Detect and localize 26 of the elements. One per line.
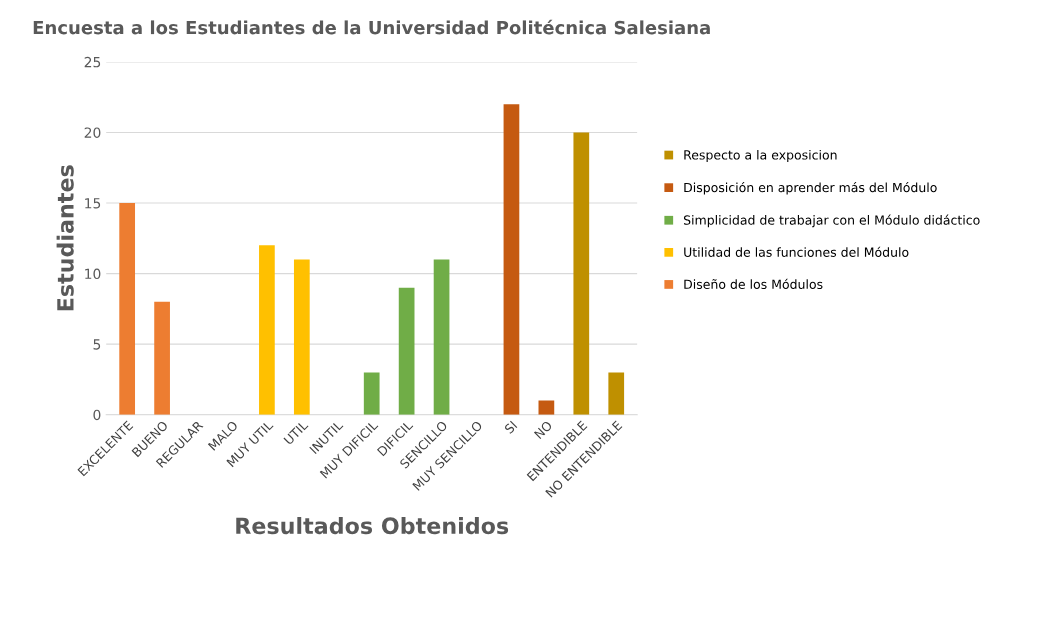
- y-tick-label: 10: [85, 268, 101, 280]
- legend-label: Disposición en aprender más del Módulo: [684, 182, 937, 195]
- bar: [119, 203, 136, 415]
- chart-title: Encuesta a los Estudiantes de la Universidad Politécnica Salesiana: [33, 19, 710, 35]
- legend-label: Diseño de los Módulos: [684, 278, 823, 289]
- y-axis-title: Estudiantes: [56, 165, 74, 311]
- bar: [363, 372, 380, 415]
- x-axis-title: Resultados Obtenidos: [236, 516, 509, 535]
- bar: [503, 104, 520, 415]
- y-tick-label: 5: [93, 339, 101, 350]
- legend-label: Utilidad de las funciones del Módulo: [684, 246, 909, 257]
- y-tick-label: 20: [84, 127, 101, 138]
- bar: [154, 301, 170, 415]
- y-tick-label: 0: [93, 409, 101, 421]
- x-tick-label: UTIL: [283, 419, 309, 446]
- bar: [573, 132, 590, 415]
- bar: [433, 259, 450, 415]
- y-tick-label: 15: [85, 198, 101, 209]
- bar: [398, 287, 415, 415]
- bar: [608, 372, 625, 415]
- bar: [259, 245, 275, 415]
- legend-label: Respecto a la exposicion: [684, 149, 837, 163]
- x-tick-label: SI: [503, 420, 518, 435]
- legend-label: Simplicidad de trabajar con el Módulo didáctico: [683, 214, 980, 228]
- y-tick-label: 25: [84, 56, 101, 68]
- bar: [293, 259, 310, 415]
